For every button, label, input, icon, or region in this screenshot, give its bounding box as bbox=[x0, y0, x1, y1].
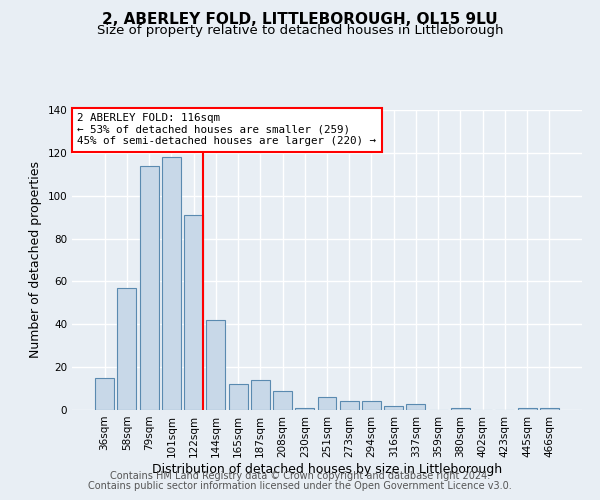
Text: 2 ABERLEY FOLD: 116sqm
← 53% of detached houses are smaller (259)
45% of semi-de: 2 ABERLEY FOLD: 116sqm ← 53% of detached… bbox=[77, 113, 376, 146]
Bar bbox=[95, 378, 114, 410]
Bar bbox=[162, 157, 181, 410]
Bar bbox=[118, 288, 136, 410]
Text: 2, ABERLEY FOLD, LITTLEBOROUGH, OL15 9LU: 2, ABERLEY FOLD, LITTLEBOROUGH, OL15 9LU bbox=[102, 12, 498, 28]
Bar bbox=[340, 402, 359, 410]
Bar bbox=[384, 406, 403, 410]
Bar bbox=[451, 408, 470, 410]
Bar bbox=[206, 320, 225, 410]
Y-axis label: Number of detached properties: Number of detached properties bbox=[29, 162, 42, 358]
Text: Contains HM Land Registry data © Crown copyright and database right 2024.: Contains HM Land Registry data © Crown c… bbox=[110, 471, 490, 481]
Bar bbox=[184, 215, 203, 410]
Bar bbox=[518, 408, 536, 410]
Bar bbox=[229, 384, 248, 410]
Bar bbox=[362, 402, 381, 410]
Text: Contains public sector information licensed under the Open Government Licence v3: Contains public sector information licen… bbox=[88, 481, 512, 491]
Bar bbox=[540, 408, 559, 410]
Bar bbox=[295, 408, 314, 410]
Bar bbox=[317, 397, 337, 410]
Text: Size of property relative to detached houses in Littleborough: Size of property relative to detached ho… bbox=[97, 24, 503, 37]
Bar bbox=[251, 380, 270, 410]
Bar bbox=[406, 404, 425, 410]
X-axis label: Distribution of detached houses by size in Littleborough: Distribution of detached houses by size … bbox=[152, 462, 502, 475]
Bar bbox=[140, 166, 158, 410]
Bar bbox=[273, 390, 292, 410]
